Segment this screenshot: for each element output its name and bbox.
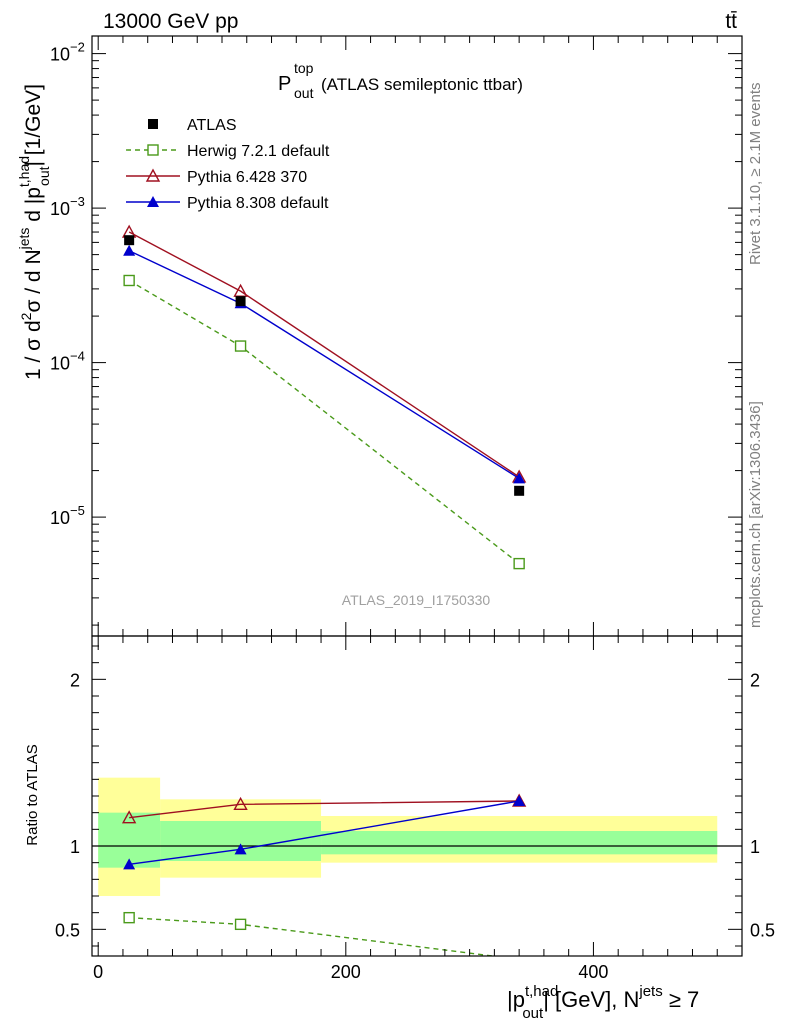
main-ylabel: 1 / σ d2σ / d Njets d |pt,had out| [1/GeV… [16,84,52,380]
band-inner-2 [321,831,718,855]
ratio-panel: 0.5 0.5 1 1 2 2 0 200 400 Ratio to ATLAS |pt,ha… [24,635,775,1022]
ratio-ylabel: Ratio to ATLAS [24,744,41,845]
title-sup: top [294,60,314,76]
ratio-clip-area [92,777,742,956]
main-line-herwig [128,279,520,565]
main-point-herwig-0 [123,274,135,287]
watermark: ATLAS_2019_I1750330 [342,592,491,608]
ratio-ytick-label-right-1: 1 [750,837,760,857]
header-left: 13000 GeV pp [103,10,238,33]
legend-marker [145,168,161,182]
xtick-label-1: 200 [331,962,361,982]
legend-item-1: Herwig 7.2.1 default [126,143,330,160]
legend-item-2: Pythia 6.428 370 [126,168,307,186]
band-inner-1 [160,821,322,861]
legend-marker [147,196,159,207]
legend-marker [147,144,159,156]
main-ytick-label-2: 10−4 [50,349,85,374]
legend-label: Herwig 7.2.1 default [187,143,330,160]
ratio-ytick-label-1: 1 [70,837,80,857]
main-ytick-label-3: 10−5 [50,503,85,528]
ratio-point-pythia6-1 [233,796,248,811]
main-ytick-label-0: 10−2 [50,40,85,65]
ratio-point-pythia8-2 [513,795,526,806]
main-ytick-label-1: 10−3 [50,194,85,219]
xlabel: |pt,had out| [GeV], Njets ≥ 7 [507,983,699,1022]
ratio-point-herwig-1 [234,918,247,931]
ratio-line-pythia6 [129,800,520,819]
ratio-ytick-label-0: 0.5 [55,920,80,940]
legend-label: ATLAS [187,117,237,134]
main-x-ticks [97,36,718,636]
main-point-pythia8-2 [513,472,526,484]
main-point-atlas-1 [235,296,246,307]
main-point-pythia8-0 [123,244,136,256]
ratio-point-pythia8-0 [123,858,136,870]
ratio-point-pythia6-0 [121,810,137,824]
chart-title: P top out (ATLAS semileptonic ttbar) [278,56,523,103]
main-point-atlas-0 [124,235,135,246]
main-point-atlas-2 [514,485,525,496]
main-plot-marks [121,224,527,570]
main-point-herwig-2 [513,557,525,570]
ratio-x-ticks: 0 200 400 [93,636,718,982]
ratio-ytick-label-right-2: 2 [750,670,760,690]
legend-item-3: Pythia 8.308 default [126,195,329,212]
ratio-ytick-label-right-0: 0.5 [750,920,775,940]
mcplots-label: mcplots.cern.ch [arXiv:1306.3436] [747,401,764,628]
title-rest: (ATLAS semileptonic ttbar) [321,75,523,94]
title-main: P [278,73,291,95]
legend-label: Pythia 8.308 default [187,195,329,212]
main-point-herwig-1 [234,340,247,352]
main-panel: 10−2 10−3 10−4 10−5 P top out (ATLAS semile… [16,35,743,637]
ratio-frame [91,635,743,957]
legend-marker [148,119,158,129]
xtick-label-0: 0 [93,962,103,982]
ratio-line-herwig [129,916,499,956]
ratio-ytick-label-2: 2 [70,670,80,690]
legend-item-0: ATLAS [148,117,237,134]
legend-label: Pythia 6.428 370 [187,169,307,186]
ratio-point-pythia8-1 [234,843,247,855]
legend: ATLAS Herwig 7.2.1 default Pythia 6.428 37… [126,117,330,212]
ratio-point-herwig-0 [123,911,135,924]
xtick-label-2: 400 [578,962,608,982]
main-y-ticks: 10−2 10−3 10−4 10−5 [50,40,742,626]
header-right: tt̄ [725,10,737,33]
main-clip-area [121,224,527,570]
ratio-y-ticks: 0.5 0.5 1 1 2 2 [55,645,775,947]
rivet-label: Rivet 3.1.10, ≥ 2.1M events [747,83,764,266]
title-sub: out [294,85,314,101]
ratio-plot-marks [92,777,742,956]
main-line-pythia8 [128,250,520,480]
main-line-pythia6 [128,231,520,478]
